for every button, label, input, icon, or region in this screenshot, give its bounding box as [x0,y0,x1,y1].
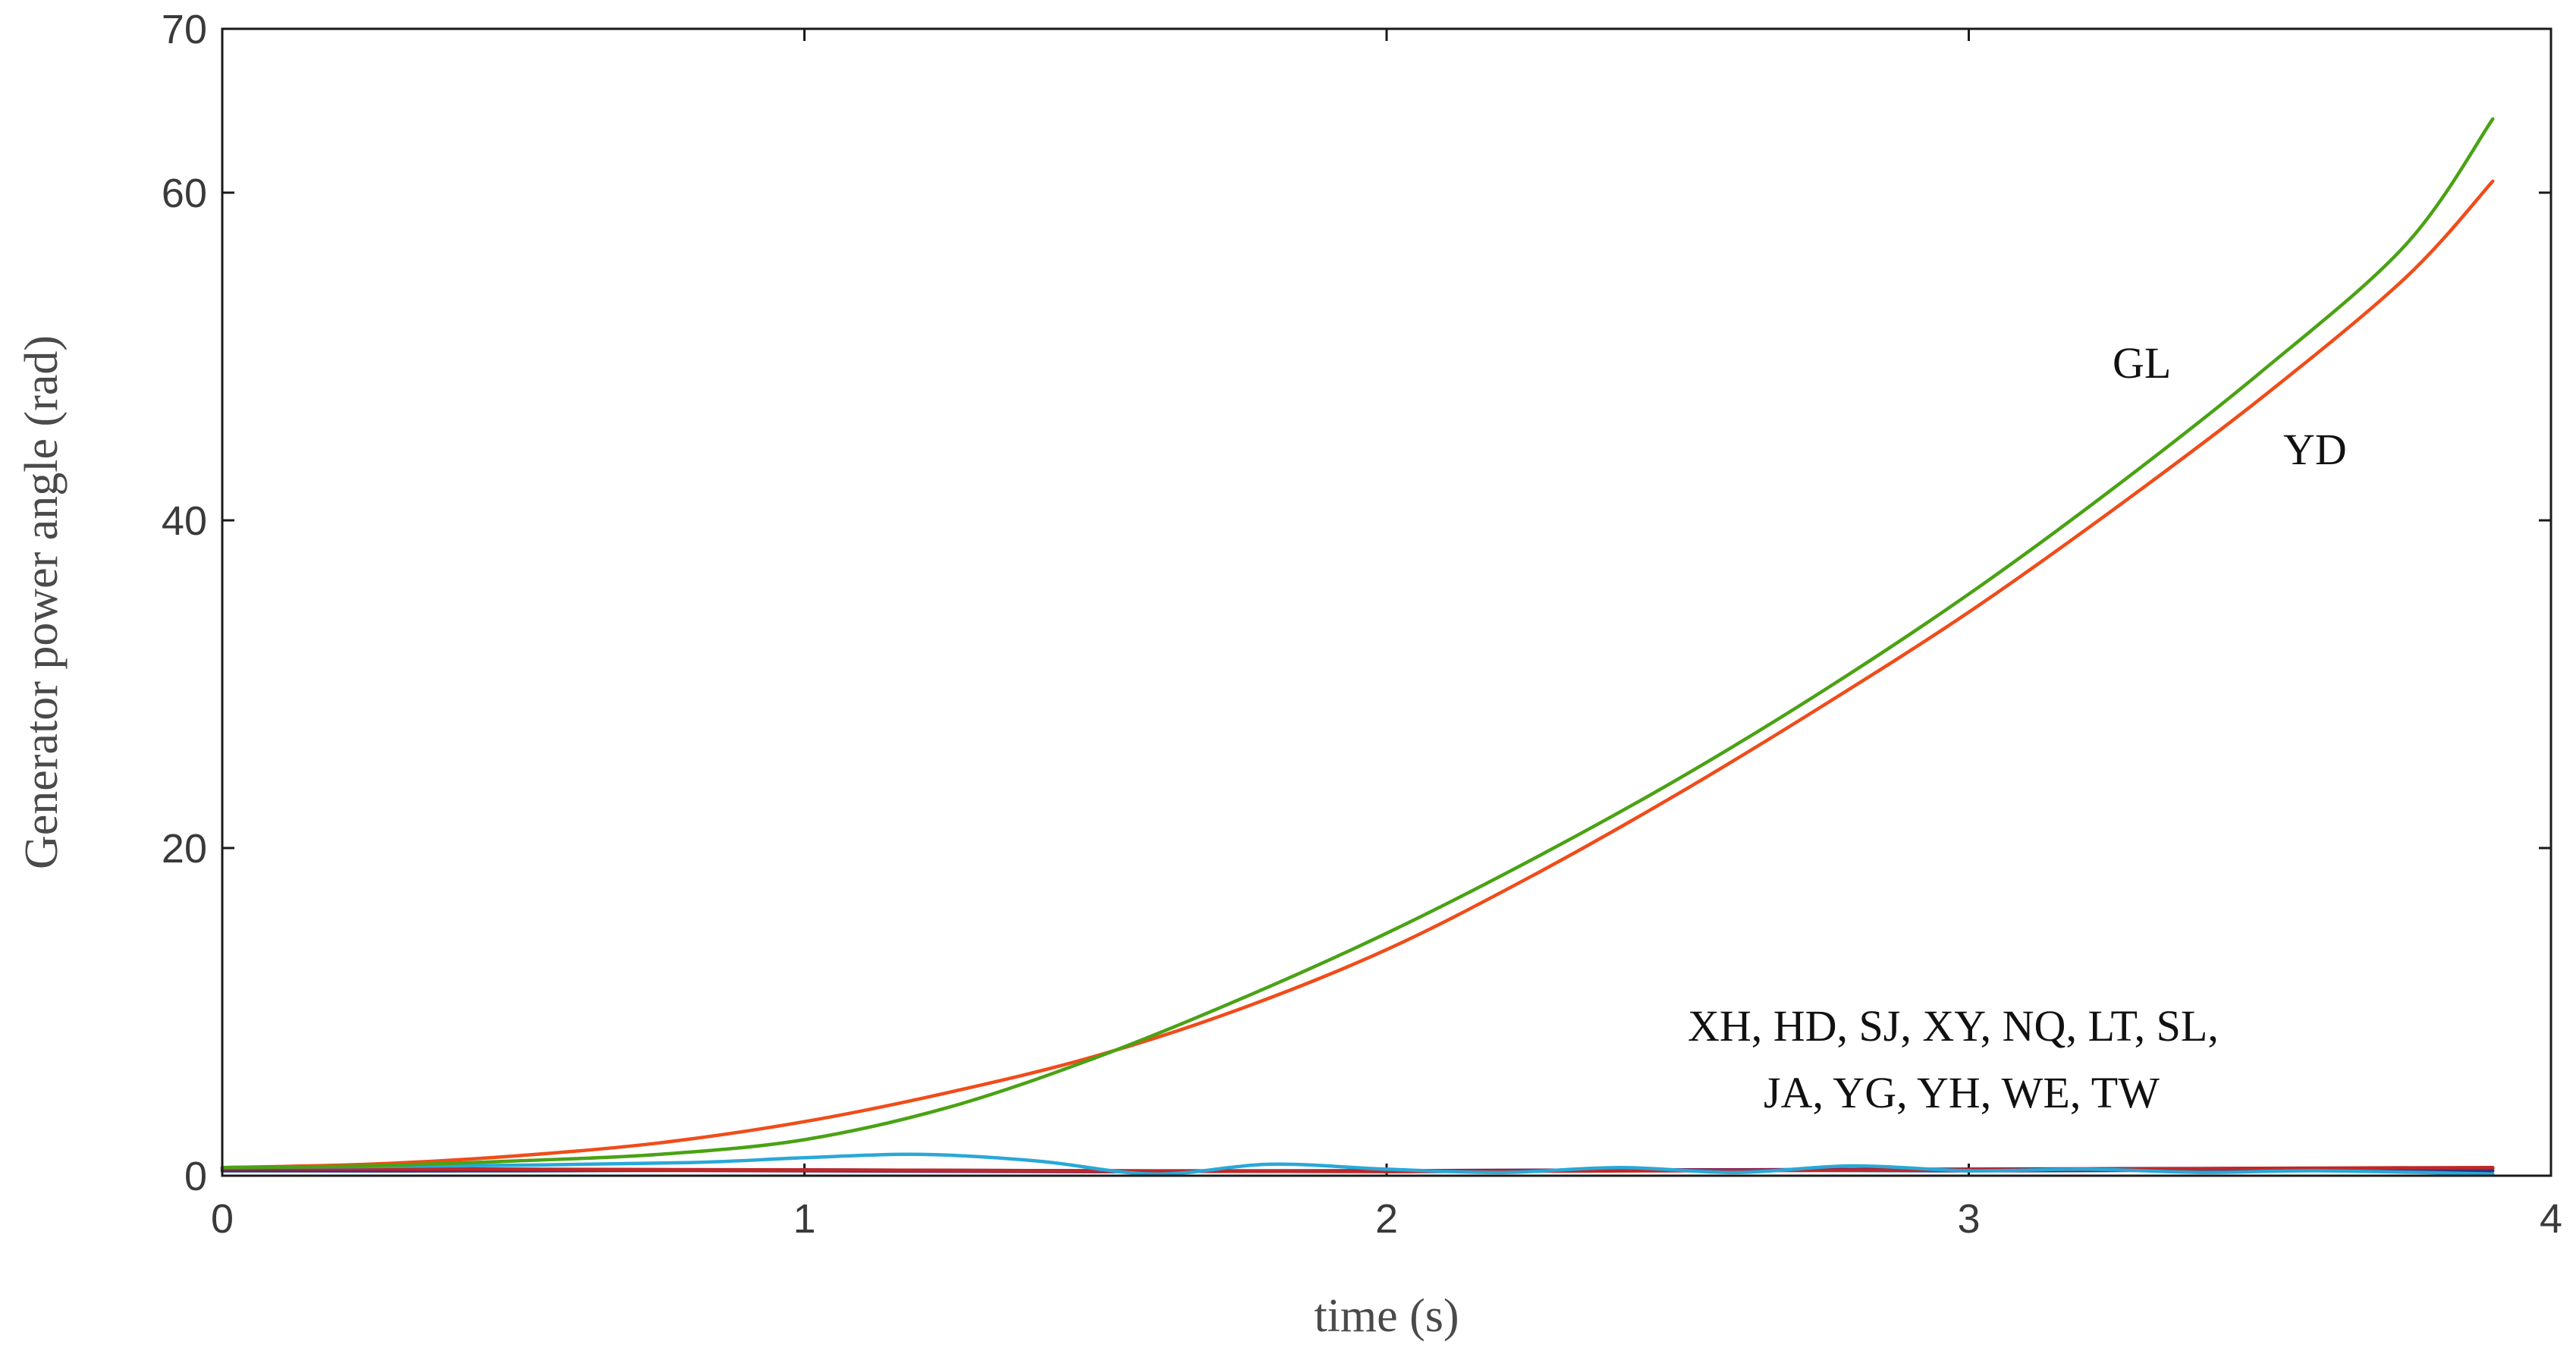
series-line-xh [220,1152,2495,1176]
x-axis-title: time (s) [1314,1290,1459,1342]
annotation-group-line1: XH, HD, SJ, XY, NQ, LT, SL, [1688,1001,2219,1051]
series-line-gl [220,117,2495,1170]
plot-frame [221,27,2552,1177]
y-axis-title: Generator power angle (rad) [16,335,68,869]
series-line-yd [220,179,2495,1170]
y-tick-label: 60 [162,171,207,216]
y-tick-label: 40 [162,498,207,544]
x-tick-label: 3 [1957,1196,1980,1242]
x-tick-label: 0 [211,1196,234,1242]
y-tick-label: 20 [162,826,207,872]
annotation-gl: GL [2113,338,2171,388]
annotation-group-line2: JA, YG, YH, WE, TW [1764,1068,2160,1117]
x-tick-label: 4 [2540,1196,2562,1242]
y-tick-label: 70 [162,7,207,52]
series-line-other-5 [220,1165,2495,1173]
series-layer [220,117,2495,1176]
y-tick-label: 0 [184,1154,207,1199]
x-tick-label: 2 [1375,1196,1398,1242]
x-tick-label: 1 [793,1196,815,1242]
annotation-yd: YD [2283,425,2347,474]
